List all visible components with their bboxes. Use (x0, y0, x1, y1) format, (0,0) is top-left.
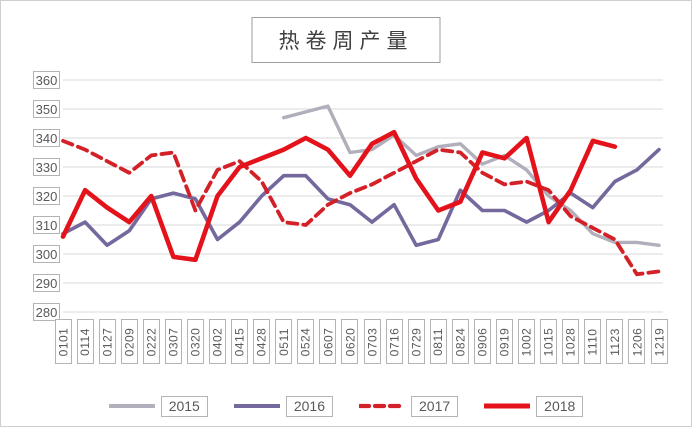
x-tick-label: 0222 (142, 319, 160, 364)
x-tick-label: 0703 (363, 319, 381, 364)
x-tick-label: 0620 (341, 319, 359, 364)
legend-item-2018: 2018 (484, 395, 584, 417)
series-line-2018 (60, 129, 618, 263)
x-tick-label: 0524 (297, 319, 315, 364)
x-tick-label: 0415 (231, 319, 249, 364)
legend-item-2016: 2016 (233, 395, 333, 417)
legend-label-2015: 2015 (160, 395, 208, 417)
y-tick-label: 310 (33, 216, 60, 234)
x-tick-label: 0811 (429, 319, 447, 364)
x-tick-label: 1110 (584, 319, 602, 364)
x-tick-label: 1002 (518, 319, 536, 364)
x-tick-label: 0307 (164, 319, 182, 364)
y-tick-label: 340 (33, 129, 60, 147)
y-tick-label: 300 (33, 245, 60, 263)
legend-item-2015: 2015 (108, 395, 208, 417)
y-tick-label: 360 (33, 71, 60, 89)
legend: 2015 2016 2017 2018 (1, 393, 691, 419)
x-tick-label: 0729 (407, 319, 425, 364)
legend-label-2017: 2017 (411, 395, 459, 417)
x-tick-label: 0511 (275, 319, 293, 364)
x-tick-label: 0428 (253, 319, 271, 364)
x-tick-label: 0320 (186, 319, 204, 364)
legend-line-2017 (359, 403, 405, 409)
x-tick-label: 0114 (76, 319, 94, 364)
legend-label-2018: 2018 (536, 395, 584, 417)
x-tick-label: 1206 (628, 319, 646, 364)
x-tick-label: 1028 (562, 319, 580, 364)
x-tick-label: 0919 (495, 319, 513, 364)
x-tick-label: 0607 (319, 319, 337, 364)
y-tick-label: 330 (33, 158, 60, 176)
x-tick-label: 1015 (540, 319, 558, 364)
x-tick-label: 0906 (473, 319, 491, 364)
legend-line-2018 (484, 403, 531, 409)
legend-line-2016 (233, 403, 280, 409)
x-tick-label: 0127 (98, 319, 116, 364)
x-tick-label: 0209 (120, 319, 138, 364)
x-tick-label: 0101 (54, 319, 72, 364)
legend-item-2017: 2017 (359, 395, 459, 417)
x-tick-label: 1219 (650, 319, 668, 364)
y-tick-label: 280 (33, 303, 60, 321)
y-tick-label: 350 (33, 100, 60, 118)
y-tick-label: 290 (33, 274, 60, 292)
x-tick-label: 0824 (451, 319, 469, 364)
y-tick-label: 320 (33, 187, 60, 205)
chart-title: 热卷周产量 (251, 17, 441, 63)
series-line-2015 (282, 104, 661, 247)
x-tick-label: 1123 (606, 319, 624, 364)
legend-label-2016: 2016 (285, 395, 333, 417)
x-tick-label: 0716 (385, 319, 403, 364)
x-tick-label: 0402 (209, 319, 227, 364)
legend-line-2015 (108, 404, 155, 408)
